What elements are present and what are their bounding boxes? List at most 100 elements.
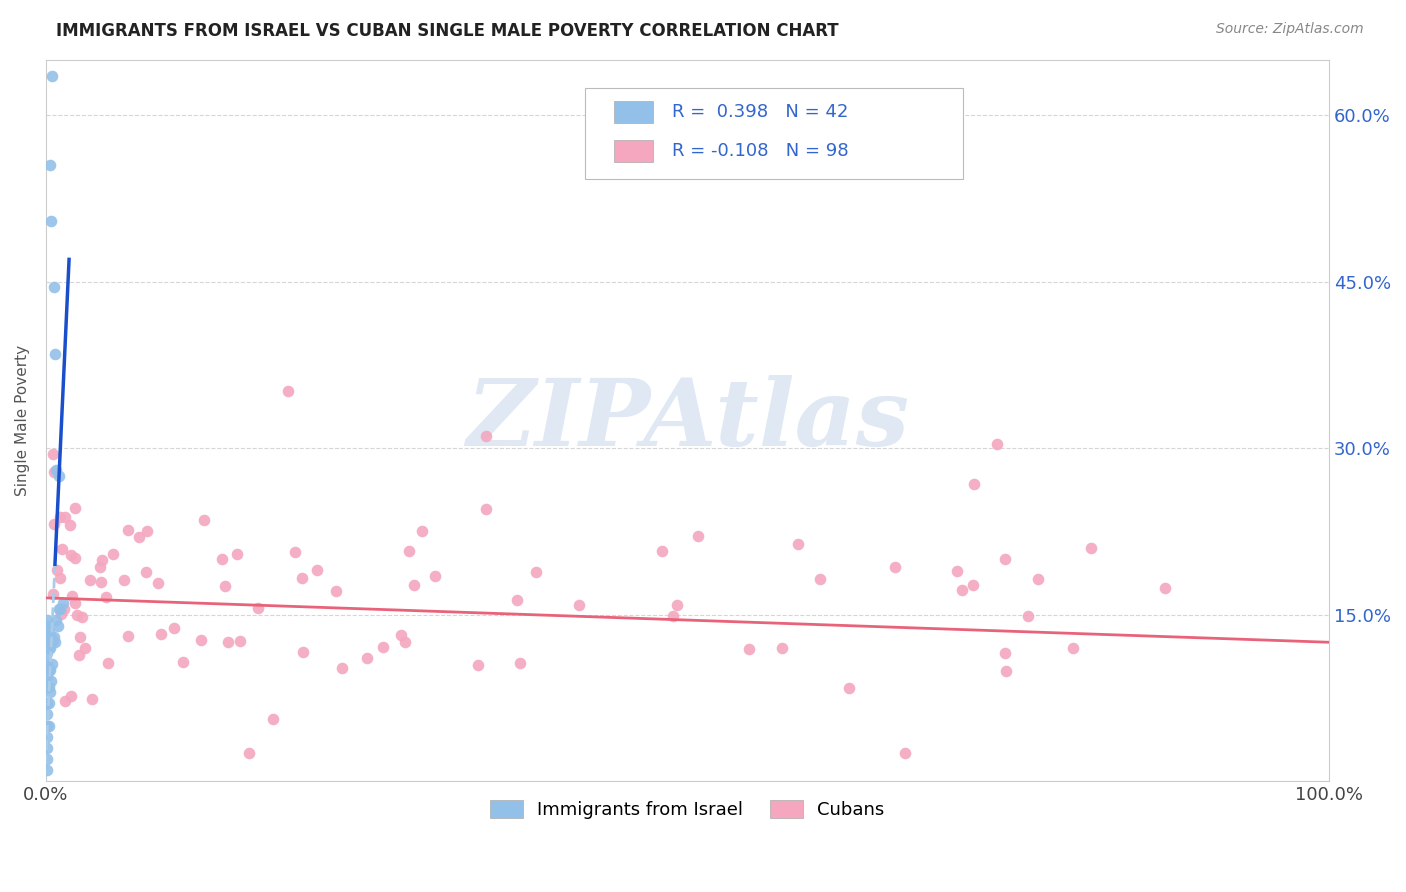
Text: R = -0.108   N = 98: R = -0.108 N = 98 (672, 142, 849, 161)
Point (962, 578, 984, 592)
Point (79, 574, 101, 588)
Point (738, 641, 761, 656)
Point (41, 69, 63, 83)
Point (770, 641, 793, 656)
Point (41, 635, 63, 649)
Point (371, 640, 394, 654)
Point (262, 712, 284, 726)
Point (89, 560, 111, 574)
Point (1080, 541, 1102, 555)
Point (44, 465, 66, 479)
Bar (614, 102, 652, 123)
Point (96, 656, 118, 670)
Point (38, 696, 60, 710)
Point (38, 624, 60, 639)
Point (162, 622, 184, 636)
Point (211, 551, 233, 566)
Point (411, 524, 433, 539)
Point (37, 680, 59, 694)
Point (52, 596, 75, 610)
Point (225, 548, 247, 562)
Point (117, 523, 139, 537)
Point (41, 447, 63, 461)
Point (787, 537, 810, 551)
Point (45, 463, 67, 477)
Point (217, 634, 239, 648)
Point (291, 571, 314, 585)
Point (291, 644, 314, 658)
Point (49, 571, 72, 585)
Point (80, 692, 103, 706)
Point (963, 477, 986, 491)
Point (37, 718, 59, 732)
Point (69, 630, 91, 644)
Text: R =  0.398   N = 42: R = 0.398 N = 42 (672, 103, 848, 121)
Point (325, 583, 347, 598)
Point (330, 661, 353, 675)
Point (475, 502, 498, 516)
Point (39, 213, 62, 227)
Point (91, 553, 114, 567)
Point (60, 548, 83, 562)
Point (1154, 581, 1177, 595)
Legend: Immigrants from Israel, Cubans: Immigrants from Israel, Cubans (484, 792, 891, 826)
Point (284, 545, 307, 559)
Point (73, 641, 96, 656)
Point (568, 599, 591, 613)
Point (651, 544, 673, 558)
Point (60, 589, 83, 603)
Text: IMMIGRANTS FROM ISRAEL VS CUBAN SINGLE MALE POVERTY CORRELATION CHART: IMMIGRANTS FROM ISRAEL VS CUBAN SINGLE M… (56, 22, 839, 40)
Point (49, 602, 72, 616)
Point (37, 707, 59, 722)
Point (37, 613, 59, 627)
Point (101, 548, 124, 562)
Point (1062, 641, 1084, 656)
Point (63, 500, 86, 515)
Point (402, 577, 425, 591)
Point (148, 576, 170, 591)
Bar (614, 140, 652, 162)
Point (37, 763, 59, 777)
Point (38, 718, 60, 732)
Point (42, 280, 65, 294)
Point (994, 646, 1017, 660)
Point (307, 563, 329, 577)
Point (44, 347, 66, 361)
Point (49, 510, 72, 524)
Point (247, 601, 270, 615)
Point (45, 613, 67, 627)
Point (946, 564, 969, 578)
Point (883, 559, 905, 574)
Point (90, 575, 112, 590)
Point (394, 634, 416, 648)
Point (44, 635, 66, 649)
Point (398, 543, 420, 558)
Point (193, 513, 215, 527)
Point (277, 384, 299, 398)
Point (190, 633, 212, 648)
Point (229, 634, 252, 648)
Point (37, 730, 59, 744)
Point (475, 429, 498, 443)
Point (41, 657, 63, 672)
Point (135, 524, 157, 538)
Point (37, 696, 59, 710)
Point (135, 565, 157, 579)
Point (94, 591, 117, 605)
Point (666, 598, 689, 612)
Point (39, 674, 62, 689)
Point (467, 658, 489, 673)
Point (37, 646, 59, 660)
Point (389, 627, 412, 641)
Point (172, 655, 194, 669)
Point (1026, 572, 1049, 586)
Point (38, 680, 60, 694)
Point (53, 693, 76, 707)
Point (70, 610, 93, 624)
Point (38, 663, 60, 677)
FancyBboxPatch shape (585, 88, 963, 178)
Point (63, 596, 86, 610)
Point (994, 664, 1017, 678)
Point (117, 629, 139, 643)
Point (356, 651, 378, 665)
